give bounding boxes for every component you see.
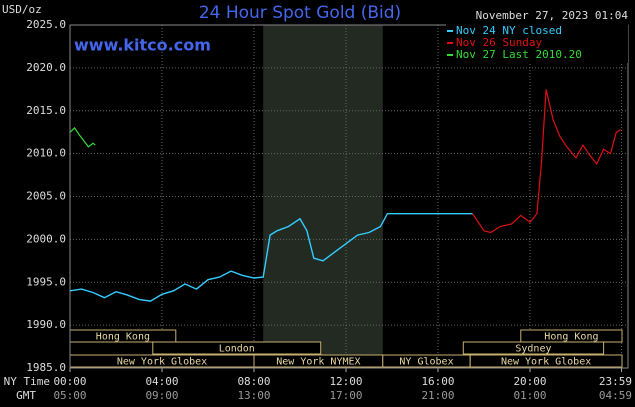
y-axis-label: USD/oz bbox=[2, 3, 42, 16]
legend-entry: Nov 24 NY closed bbox=[456, 24, 562, 37]
price-line bbox=[69, 126, 96, 148]
gmt-tick-label: 17:00 bbox=[329, 389, 362, 402]
y-tick-label: 2005.0 bbox=[26, 190, 66, 203]
gmt-label: GMT bbox=[16, 389, 36, 402]
ny-time-label: NY Time bbox=[4, 375, 50, 388]
legend-entry: Nov 26 Sunday bbox=[456, 36, 542, 49]
x-tick-label: 16:00 bbox=[421, 375, 454, 388]
plot-frame bbox=[69, 24, 629, 369]
timestamp: November 27, 2023 01:04 bbox=[476, 9, 629, 22]
y-tick-label: 1985.0 bbox=[26, 361, 66, 374]
gmt-tick-label: 21:00 bbox=[421, 389, 454, 402]
gmt-tick-label: 13:00 bbox=[237, 389, 270, 402]
y-tick-label: 2000.0 bbox=[26, 232, 66, 245]
y-tick-label: 2020.0 bbox=[26, 61, 66, 74]
session-bar bbox=[462, 341, 605, 355]
y-tick-label: 1990.0 bbox=[26, 318, 66, 331]
gmt-tick-label: 04:59 bbox=[599, 389, 632, 402]
session-label: NY Globex bbox=[399, 357, 453, 368]
session-label: Hong Kong bbox=[96, 332, 150, 343]
price-line bbox=[69, 213, 473, 302]
site: www.kitco.com bbox=[74, 36, 211, 55]
x-tick-label: 00:00 bbox=[53, 375, 86, 388]
session-label: New York NYMEX bbox=[276, 357, 360, 368]
gmt-tick-label: 01:00 bbox=[513, 389, 546, 402]
x-tick-label: 20:00 bbox=[513, 375, 546, 388]
x-tick-label: 04:00 bbox=[145, 375, 178, 388]
x-tick-label: 23:59 bbox=[599, 375, 632, 388]
x-tick-label: 08:00 bbox=[237, 375, 270, 388]
session-label: New York Globex bbox=[117, 357, 207, 368]
session-label: London bbox=[219, 344, 255, 355]
session-bar bbox=[152, 341, 322, 355]
chart-title: 24 Hour Spot Gold (Bid) bbox=[199, 3, 401, 23]
legend-entry: Nov 27 Last 2010.20 bbox=[456, 48, 582, 61]
y-tick-label: 1995.0 bbox=[26, 275, 66, 288]
y-tick-label: 2010.0 bbox=[26, 147, 66, 160]
session-bar bbox=[469, 354, 623, 368]
x-tick-label: 12:00 bbox=[329, 375, 362, 388]
session-label: Hong Kong bbox=[544, 332, 598, 343]
y-tick-label: 2025.0 bbox=[26, 18, 66, 31]
y-tick-label: 2015.0 bbox=[26, 104, 66, 117]
session-label: New York Globex bbox=[501, 357, 591, 368]
session-label: Sydney bbox=[515, 344, 551, 355]
gmt-tick-label: 09:00 bbox=[145, 389, 178, 402]
gmt-tick-label: 05:00 bbox=[53, 389, 86, 402]
legend-box bbox=[446, 23, 628, 63]
price-line bbox=[472, 89, 622, 234]
